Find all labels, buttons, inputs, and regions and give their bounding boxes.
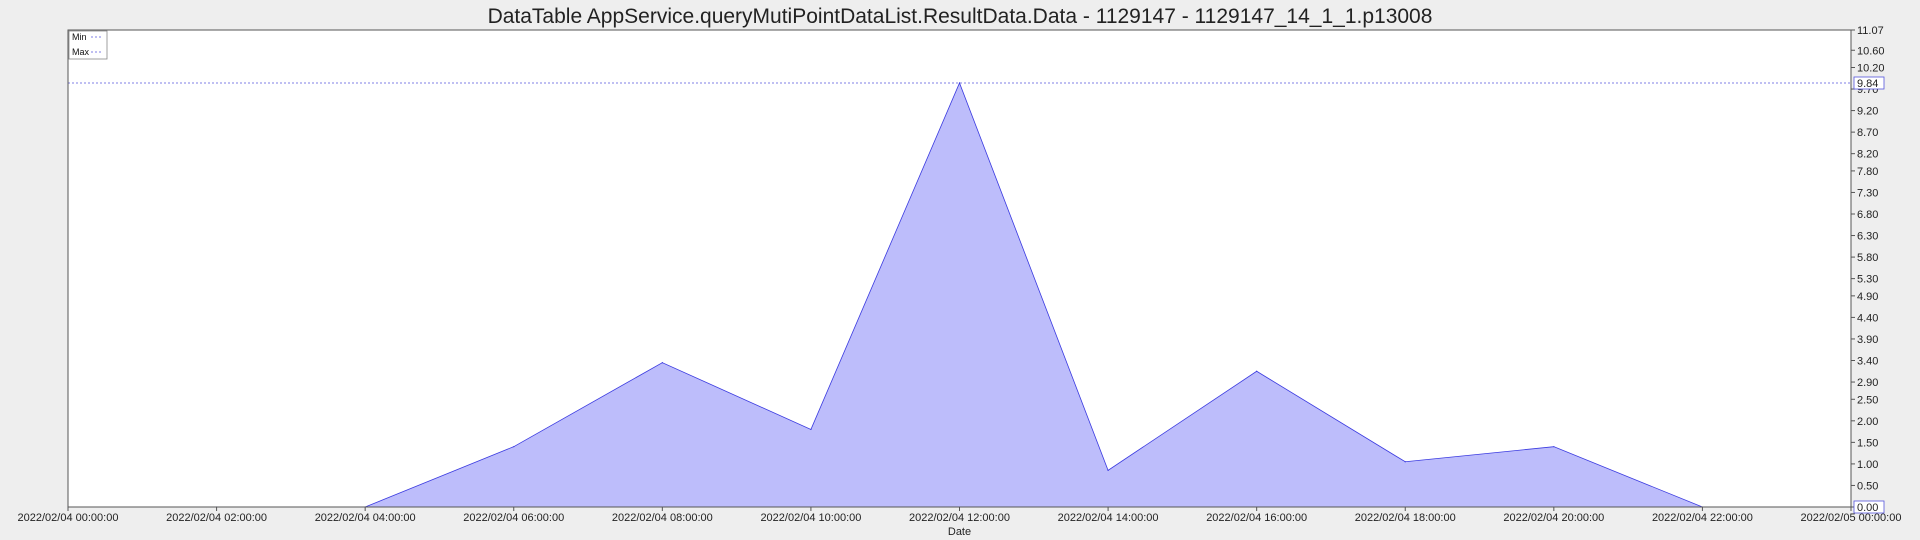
y-tick-label: 4.90 [1857, 291, 1878, 303]
y-tick-label: 8.20 [1857, 149, 1878, 161]
x-tick-label: 2022/02/04 02:00:00 [166, 512, 267, 524]
y-tick-label: 10.20 [1857, 62, 1885, 74]
y-tick-label: 6.30 [1857, 231, 1878, 243]
reference-label-max: 9.84 [1857, 78, 1878, 90]
data-point [1256, 370, 1258, 372]
y-tick-label: 3.40 [1857, 355, 1878, 367]
x-tick-label: 2022/02/04 06:00:00 [463, 512, 564, 524]
legend-label-min: Min [72, 32, 87, 42]
y-tick-label: 5.30 [1857, 274, 1878, 286]
data-point [513, 446, 515, 448]
legend-label-max: Max [72, 47, 90, 57]
x-tick-label: 2022/02/04 04:00:00 [315, 512, 416, 524]
series-area [68, 83, 1851, 507]
data-point [1107, 469, 1109, 471]
x-tick-label: 2022/02/04 08:00:00 [612, 512, 713, 524]
x-tick-label: 2022/02/04 20:00:00 [1503, 512, 1604, 524]
y-tick-label: 2.90 [1857, 377, 1878, 389]
y-tick-label: 10.60 [1857, 45, 1885, 57]
y-tick-label: 2.00 [1857, 416, 1878, 428]
y-tick-label: 7.80 [1857, 166, 1878, 178]
x-axis-title: Date [948, 526, 971, 538]
data-point [1404, 461, 1406, 463]
x-tick-label: 2022/02/04 00:00:00 [18, 512, 119, 524]
reference-label-box [1853, 500, 1885, 514]
y-tick-label: 1.00 [1857, 459, 1878, 471]
data-point [958, 82, 961, 84]
data-point [1553, 446, 1555, 448]
y-tick-label: 11.07 [1857, 25, 1884, 37]
y-tick-label: 6.80 [1857, 209, 1878, 221]
y-tick-label: 9.20 [1857, 106, 1878, 118]
data-point [661, 362, 663, 364]
y-tick-label: 4.40 [1857, 312, 1878, 324]
legend-box [68, 30, 108, 60]
y-tick-label: 1.50 [1857, 437, 1878, 449]
x-tick-label: 2022/02/04 10:00:00 [760, 512, 861, 524]
x-tick-label: 2022/02/04 16:00:00 [1206, 512, 1307, 524]
reference-label-box [1853, 76, 1885, 90]
chart-title: DataTable AppService.queryMutiPointDataL… [487, 5, 1433, 28]
reference-label-min: 0.00 [1857, 502, 1878, 514]
y-tick-label: 2.50 [1857, 394, 1878, 406]
y-tick-label: 7.30 [1857, 187, 1878, 199]
x-tick-label: 2022/02/04 14:00:00 [1058, 512, 1159, 524]
y-tick-label: 5.80 [1857, 252, 1878, 264]
x-tick-label: 2022/02/04 18:00:00 [1355, 512, 1456, 524]
x-tick-label: 2022/02/04 22:00:00 [1652, 512, 1753, 524]
y-tick-label: 3.90 [1857, 334, 1878, 346]
data-point [810, 428, 812, 431]
y-tick-label: 8.70 [1857, 127, 1878, 139]
x-tick-label: 2022/02/05 00:00:00 [1801, 512, 1902, 524]
x-tick-label: 2022/02/04 12:00:00 [909, 512, 1010, 524]
y-tick-label: 0.50 [1857, 480, 1878, 492]
